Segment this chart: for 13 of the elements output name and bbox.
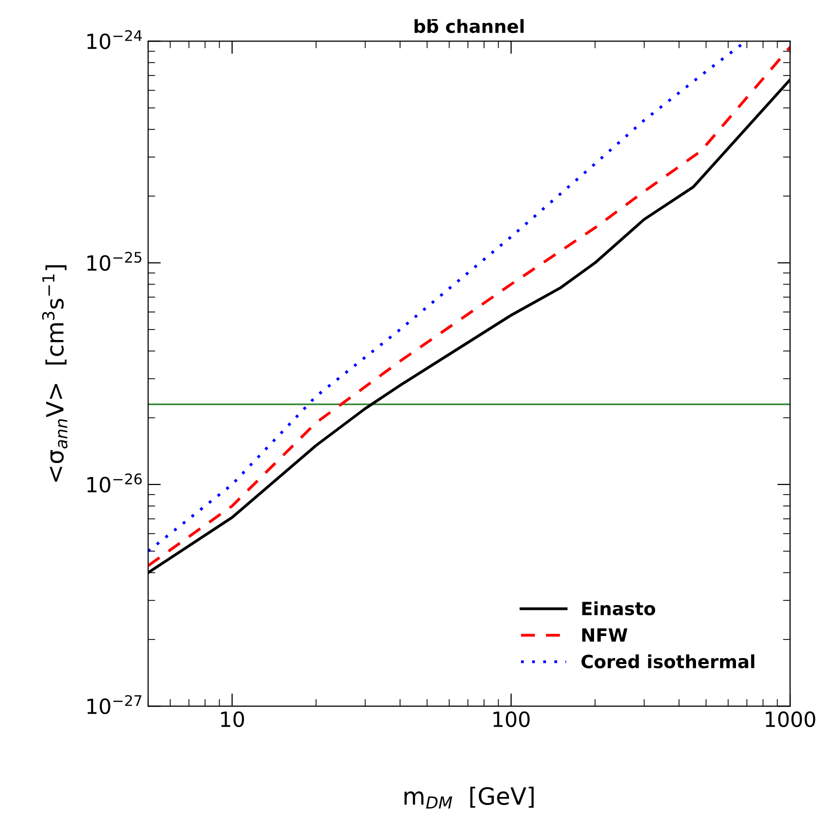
legend-label: NFW [582,628,628,642]
y-axis-title: <σ$_{ann}$V> [cm$^{3}$s$^{−1}$] [42,265,68,482]
y-tick-label: 10$^{−27}$ [87,695,142,714]
x-tick-label: 10 [221,711,244,728]
x-axis-title: m$_{DM}$ [GeV] [404,786,534,809]
y-tick-label: 10$^{−26}$ [87,473,142,493]
chart-title: bb̄ channel [414,19,524,34]
legend-label: Cored isothermal [581,654,754,668]
legend-label: Einasto [582,601,656,616]
y-tick-label: 10$^{−25}$ [87,252,142,271]
x-tick-label: 100 [494,711,530,728]
y-tick-label: 10$^{−24}$ [87,30,142,50]
x-tick-label: 1000 [766,711,816,728]
